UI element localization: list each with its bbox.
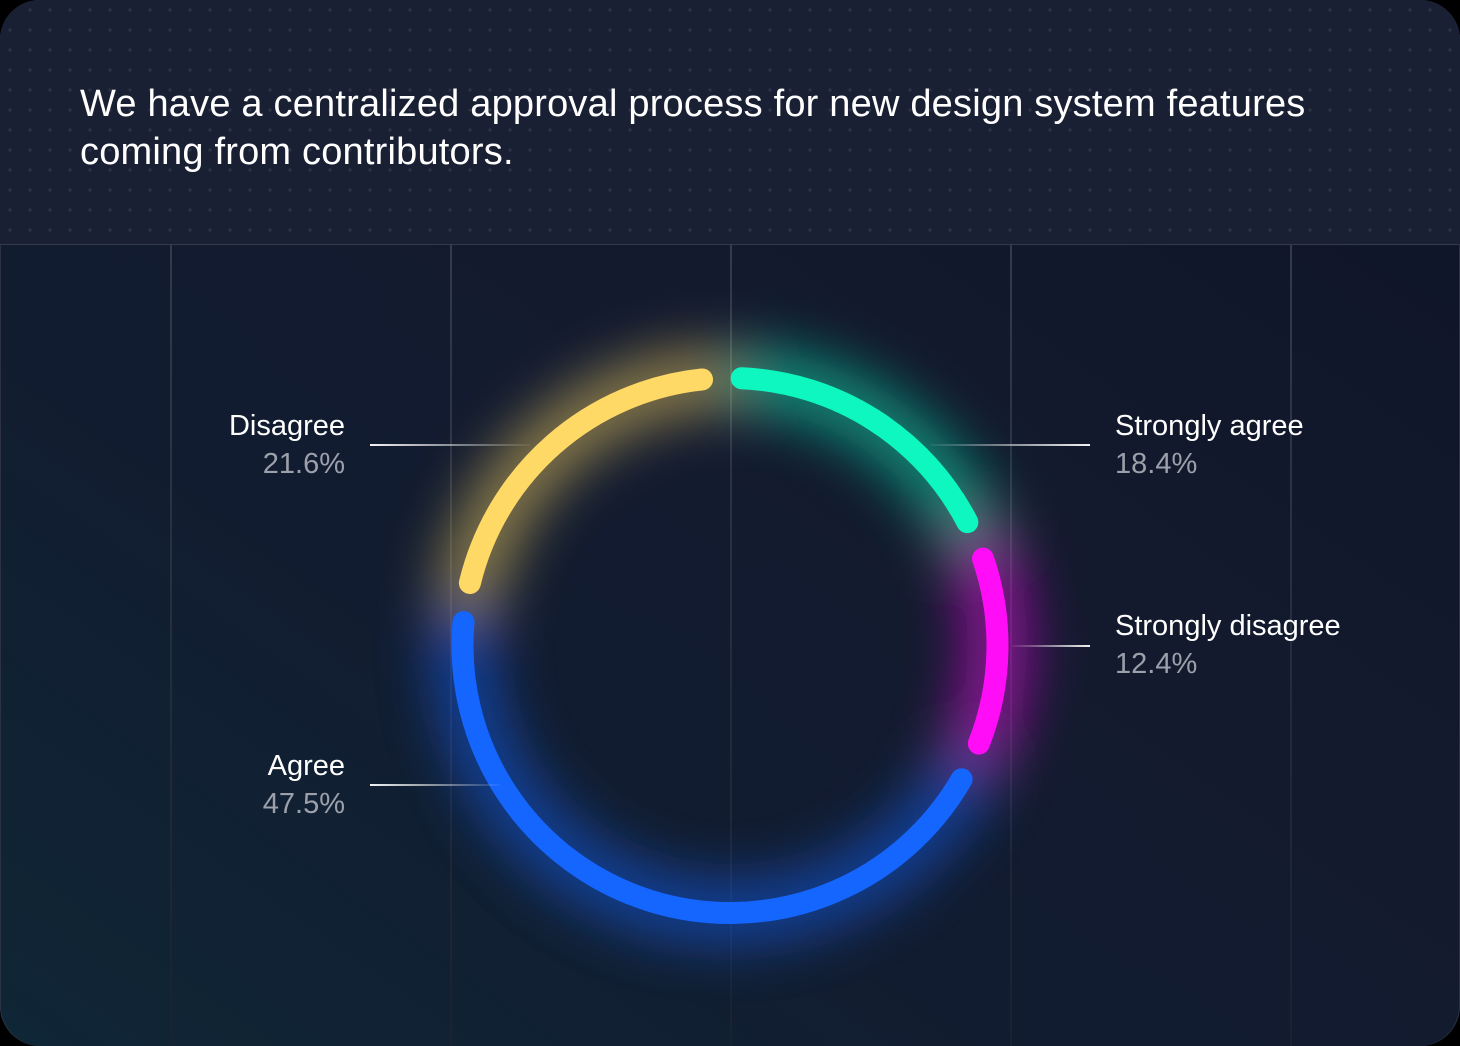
label-disagree: Disagree 21.6% [229, 407, 345, 483]
label-percent: 18.4% [1115, 448, 1198, 480]
label-agree: Agree 47.5% [263, 747, 345, 823]
label-strongly-disagree: Strongly disagree 12.4% [1115, 607, 1341, 683]
grid-line [170, 245, 172, 1046]
question-title: We have a centralized approval process f… [80, 83, 1306, 173]
leader-line-disagree [370, 444, 530, 446]
grid-line [730, 245, 732, 1046]
label-name: Disagree [228, 410, 345, 442]
leader-line-agree [370, 784, 500, 786]
label-name: Agree [267, 750, 345, 782]
leader-line-strongly-disagree [1012, 645, 1090, 647]
segment-strongly-disagree[interactable] [967, 547, 1009, 755]
label-strongly-agree: Strongly agree 18.4% [1115, 407, 1304, 483]
card-header: We have a centralized approval process f… [0, 0, 1460, 245]
label-percent: 12.4% [1115, 648, 1198, 680]
label-percent: 47.5% [262, 788, 345, 820]
grid-line [1290, 245, 1292, 1046]
label-name: Strongly agree [1115, 410, 1304, 442]
label-name: Strongly disagree [1115, 610, 1341, 642]
segment-agree[interactable] [451, 611, 973, 924]
segment-disagree[interactable] [458, 368, 714, 594]
label-percent: 21.6% [262, 448, 345, 480]
leader-line-strongly-agree [930, 444, 1090, 446]
segment-strongly-agree[interactable] [730, 367, 979, 534]
